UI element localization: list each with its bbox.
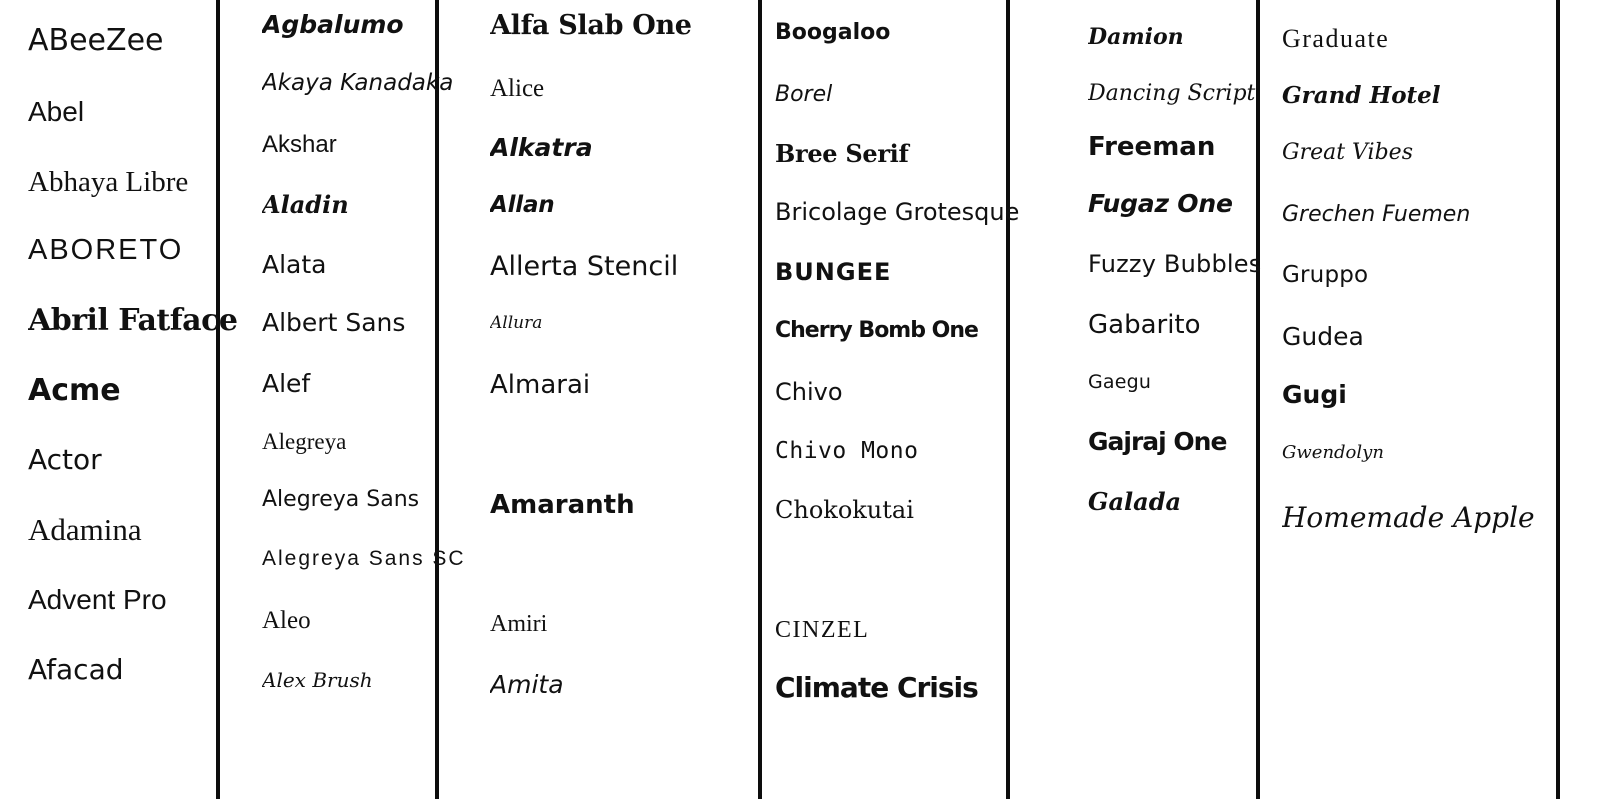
font-specimen-damion[interactable]: Damion (1088, 24, 1184, 50)
font-specimen-gudea[interactable]: Gudea (1282, 322, 1364, 351)
font-specimen-grechen-fuemen[interactable]: Grechen Fuemen (1282, 202, 1471, 227)
font-specimen-amaranth[interactable]: Amaranth (490, 490, 635, 520)
font-column-3: Alfa Slab One Alice Alkatra Allan Allerta St… (490, 0, 798, 799)
font-specimen-bungee[interactable]: BUNGEE (775, 258, 892, 286)
font-column-2: Agbalumo Akaya Kanadaka Akshar Aladin Alata A… (262, 0, 475, 799)
column-divider-2 (435, 0, 439, 799)
font-specimen-gwendolyn[interactable]: Gwendolyn (1282, 442, 1384, 463)
font-specimen-cherry-bomb-one[interactable]: Cherry Bomb One (775, 318, 979, 343)
font-specimen-graduate[interactable]: Graduate (1282, 24, 1390, 53)
font-specimen-grand-hotel[interactable]: Grand Hotel (1282, 82, 1441, 109)
font-specimen-homemade-apple[interactable]: Homemade Apple (1282, 501, 1535, 534)
font-specimen-cinzel[interactable]: CINZEL (775, 617, 870, 643)
font-specimen-bricolage-grotesque[interactable]: Bricolage Grotesque (775, 198, 1020, 226)
font-specimen-agbalumo[interactable]: Agbalumo (262, 10, 404, 39)
font-specimen-allura[interactable]: Allura (490, 313, 543, 333)
font-specimen-fuzzy-bubbles[interactable]: Fuzzy Bubbles (1088, 250, 1262, 278)
font-specimen-aladin[interactable]: Aladin (262, 190, 349, 219)
font-specimen-akshar[interactable]: Akshar (262, 131, 337, 158)
font-list: Graduate Grand Hotel Great Vibes Grechen Fu… (1282, 0, 1596, 799)
font-list: Boogaloo Borel Bree Serif Bricolage Grotesq… (775, 0, 1046, 799)
font-specimen-abhaya-libre[interactable]: Abhaya Libre (28, 166, 189, 198)
font-specimen-alegreya[interactable]: Alegreya (262, 429, 347, 454)
font-specimen-alex-brush[interactable]: Alex Brush (262, 668, 373, 692)
font-column-6: Graduate Grand Hotel Great Vibes Grechen Fu… (1282, 0, 1596, 799)
font-specimen-amita[interactable]: Amita (490, 670, 564, 699)
font-column-5: Damion Dancing Script Freeman Fugaz One Fuzz… (1088, 0, 1296, 799)
font-specimen-bree-serif[interactable]: Bree Serif (775, 139, 909, 168)
font-specimen-abel[interactable]: Abel (28, 96, 85, 127)
font-specimen-chivo[interactable]: Chivo (775, 378, 843, 406)
font-specimen-acme[interactable]: Acme (28, 373, 121, 408)
font-specimen-alegreya-sans[interactable]: Alegreya Sans (262, 487, 420, 512)
font-specimen-abeezee[interactable]: ABeeZee (28, 23, 164, 58)
font-specimen-actor[interactable]: Actor (28, 443, 102, 476)
font-column-1: ABeeZee Abel Abhaya Libre ABORETO Abril Fatf… (28, 0, 256, 799)
font-specimen-allan[interactable]: Allan (490, 192, 555, 218)
font-specimen-gaegu[interactable]: Gaegu (1088, 371, 1152, 393)
font-list: ABeeZee Abel Abhaya Libre ABORETO Abril Fatf… (28, 0, 256, 799)
font-specimen-galada[interactable]: Galada (1088, 487, 1182, 516)
font-specimen-boogaloo[interactable]: Boogaloo (775, 20, 891, 45)
font-specimen-allerta-stencil[interactable]: Allerta Stencil (490, 251, 679, 282)
font-specimen-freeman[interactable]: Freeman (1088, 132, 1216, 162)
font-specimen-gruppo[interactable]: Gruppo (1282, 262, 1369, 288)
font-specimen-almarai[interactable]: Almarai (490, 370, 591, 400)
font-specimen-gugi[interactable]: Gugi (1282, 380, 1347, 409)
font-specimen-advent-pro[interactable]: Advent Pro (28, 584, 167, 615)
column-divider-4 (1006, 0, 1010, 799)
font-specimen-alata[interactable]: Alata (262, 250, 327, 279)
font-list: Agbalumo Akaya Kanadaka Akshar Aladin Alata A… (262, 0, 475, 799)
font-specimen-alice[interactable]: Alice (490, 75, 545, 102)
font-specimen-alef[interactable]: Alef (262, 369, 311, 398)
font-specimen-alkatra[interactable]: Alkatra (490, 133, 593, 162)
font-specimen-aleo[interactable]: Aleo (262, 607, 311, 634)
column-divider-5 (1256, 0, 1260, 799)
font-specimen-alfa-slab-one[interactable]: Alfa Slab One (490, 10, 692, 41)
font-specimen-albert-sans[interactable]: Albert Sans (262, 308, 406, 337)
column-divider-6 (1556, 0, 1560, 799)
font-specimen-chivo-mono[interactable]: Chivo Mono (775, 438, 919, 464)
font-list: Damion Dancing Script Freeman Fugaz One Fuzz… (1088, 0, 1296, 799)
font-specimen-great-vibes[interactable]: Great Vibes (1282, 140, 1413, 165)
font-specimen-amiri[interactable]: Amiri (490, 611, 548, 637)
font-specimen-borel[interactable]: Borel (775, 82, 833, 107)
font-specimen-gajraj-one[interactable]: Gajraj One (1088, 427, 1227, 456)
column-divider-1 (216, 0, 220, 799)
column-divider-3 (758, 0, 762, 799)
font-specimen-akaya-kanadaka[interactable]: Akaya Kanadaka (262, 70, 454, 96)
font-specimen-aboreto[interactable]: ABORETO (28, 234, 184, 266)
font-specimen-alegreya-sans-sc[interactable]: Alegreya Sans SC (262, 547, 466, 570)
font-list: Alfa Slab One Alice Alkatra Allan Allerta St… (490, 0, 798, 799)
font-specimen-climate-crisis[interactable]: Climate Crisis (775, 671, 979, 704)
font-column-4: Boogaloo Borel Bree Serif Bricolage Grotesq… (775, 0, 1046, 799)
font-specimen-chokokutai[interactable]: Chokokutai (775, 496, 914, 524)
font-specimen-abril-fatface[interactable]: Abril Fatface (28, 303, 238, 338)
font-specimen-dancing-script[interactable]: Dancing Script (1088, 81, 1256, 106)
font-specimen-fugaz-one[interactable]: Fugaz One (1088, 189, 1233, 218)
font-specimen-adamina[interactable]: Adamina (28, 512, 142, 547)
font-specimen-gabarito[interactable]: Gabarito (1088, 310, 1201, 340)
font-specimen-afacad[interactable]: Afacad (28, 653, 124, 686)
